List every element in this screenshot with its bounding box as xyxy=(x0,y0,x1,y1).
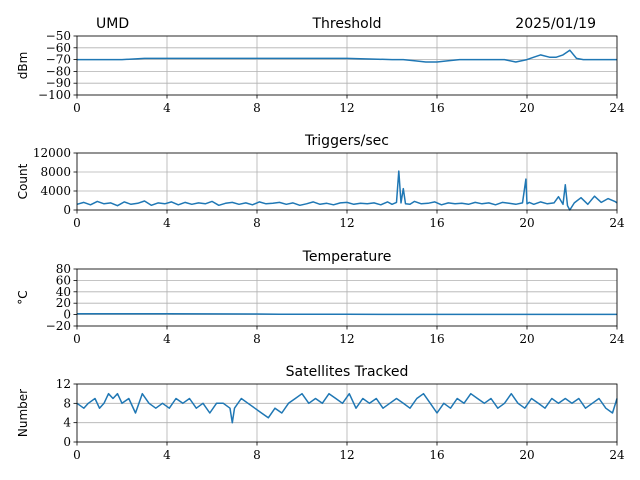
x-tick-label: 8 xyxy=(253,448,261,462)
y-tick-label: 12 xyxy=(56,377,71,391)
y-tick-label: 4 xyxy=(63,416,71,430)
satellites-title: Satellites Tracked xyxy=(286,364,409,380)
y-tick-label: −100 xyxy=(38,88,71,102)
x-tick-label: 4 xyxy=(163,448,171,462)
x-tick-label: 12 xyxy=(339,332,354,346)
x-tick-label: 24 xyxy=(609,332,625,346)
x-tick-label: 20 xyxy=(519,332,534,346)
triggers-ylabel: Count xyxy=(16,163,30,199)
x-tick-label: 12 xyxy=(339,101,354,115)
x-tick-label: 4 xyxy=(163,332,171,346)
threshold-series-line xyxy=(77,49,617,63)
x-tick-label: 16 xyxy=(429,216,444,230)
y-tick-label: −70 xyxy=(46,53,71,67)
satellites-panel: 0 4 8 12 16 20 24 0 4 8 12 Satellites Tracked Number xyxy=(16,364,625,462)
site-label: UMD xyxy=(96,16,129,32)
y-tick-label: 12000 xyxy=(33,146,71,160)
x-tick-label: 0 xyxy=(73,448,81,462)
x-tick-label: 12 xyxy=(339,448,354,462)
y-tick-label: 0 xyxy=(63,435,71,449)
triggers-title: Triggers/sec xyxy=(304,133,389,149)
y-tick-label: 0 xyxy=(63,308,71,322)
triggers-panel: 0 4 8 12 16 20 24 0 4000 8000 12000 Triggers/sec Cou… xyxy=(16,133,625,230)
x-tick-label: 0 xyxy=(73,101,81,115)
satellites-series-line xyxy=(76,392,618,424)
y-tick-label: 8000 xyxy=(40,165,71,179)
x-tick-label: 8 xyxy=(253,332,261,346)
x-tick-label: 16 xyxy=(429,101,444,115)
y-tick-label: 4000 xyxy=(40,184,71,198)
x-tick-label: 4 xyxy=(163,101,171,115)
threshold-title: Threshold xyxy=(312,16,382,32)
x-tick-label: 20 xyxy=(519,216,534,230)
date-label: 2025/01/19 xyxy=(515,16,596,32)
x-tick-label: 0 xyxy=(73,332,81,346)
x-tick-label: 4 xyxy=(163,216,171,230)
threshold-panel: 0 4 8 12 16 20 24 −100−90−80−70−60−50 Threshold d… xyxy=(16,16,625,115)
satellites-ylabel: Number xyxy=(16,389,30,437)
y-tick-label: 0 xyxy=(63,203,71,217)
y-tick-label: −80 xyxy=(46,64,71,78)
x-tick-label: 20 xyxy=(519,101,534,115)
y-tick-label: −50 xyxy=(46,29,71,43)
temperature-series-line xyxy=(77,312,617,316)
threshold-ylabel: dBm xyxy=(16,52,30,80)
y-tick-label: 20 xyxy=(56,296,71,310)
x-tick-label: 24 xyxy=(609,101,625,115)
x-tick-label: 24 xyxy=(609,448,625,462)
triggers-series-line xyxy=(76,170,618,211)
y-tick-label: 60 xyxy=(56,273,71,287)
x-tick-label: 16 xyxy=(429,448,444,462)
x-tick-label: 8 xyxy=(253,216,261,230)
x-tick-label: 24 xyxy=(609,216,625,230)
x-tick-label: 20 xyxy=(519,448,534,462)
y-tick-label: −20 xyxy=(46,319,71,333)
x-tick-label: 8 xyxy=(253,101,261,115)
x-tick-label: 16 xyxy=(429,332,444,346)
y-tick-label: −90 xyxy=(46,76,71,90)
y-tick-label: 8 xyxy=(63,396,71,410)
y-tick-label: 40 xyxy=(56,285,71,299)
temperature-ylabel: °C xyxy=(16,290,30,304)
x-tick-label: 0 xyxy=(73,216,81,230)
x-tick-label: 12 xyxy=(339,216,354,230)
temperature-title: Temperature xyxy=(302,249,392,265)
y-tick-label: −60 xyxy=(46,41,71,55)
y-tick-label: 80 xyxy=(56,262,71,276)
